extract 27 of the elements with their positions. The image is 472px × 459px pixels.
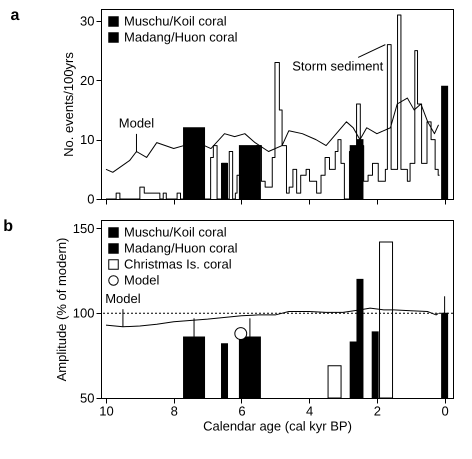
y-tick-label: 50 — [80, 390, 94, 406]
chart-title: a — [10, 7, 20, 24]
legend-label: Madang/Huon coral — [124, 240, 238, 256]
annotation: Storm sediment — [292, 58, 384, 74]
legend-label: Christmas Is. coral — [124, 256, 232, 272]
x-tick-label: 10 — [99, 404, 114, 418]
y-tick-label: 10 — [80, 132, 94, 148]
legend-label: Model — [124, 272, 160, 288]
annotation: Model — [105, 290, 141, 306]
y-tick-label: 150 — [72, 220, 94, 236]
y-axis-title: No. events/100yrs — [61, 52, 76, 157]
y-tick-label: 30 — [80, 13, 94, 28]
legend-label: Muschu/Koil coral — [124, 224, 227, 240]
legend-label: Madang/Huon coral — [124, 30, 238, 44]
x-axis-title: Calendar age (cal kyr BP) — [203, 418, 352, 434]
y-tick-label: 0 — [87, 192, 94, 206]
x-tick-label: 4 — [306, 404, 314, 418]
x-tick-label: 2 — [374, 404, 382, 418]
y-tick-label: 20 — [80, 72, 94, 88]
y-axis-title: Amplitude (% of modern) — [54, 238, 69, 382]
x-tick-label: 0 — [441, 404, 449, 418]
y-tick-label: 100 — [72, 306, 94, 321]
x-tick-label: 8 — [170, 404, 178, 418]
annotation: Model — [118, 116, 154, 130]
chart-title: b — [3, 218, 14, 235]
x-tick-label: 6 — [238, 404, 246, 418]
legend-label: Muschu/Koil coral — [124, 14, 227, 28]
